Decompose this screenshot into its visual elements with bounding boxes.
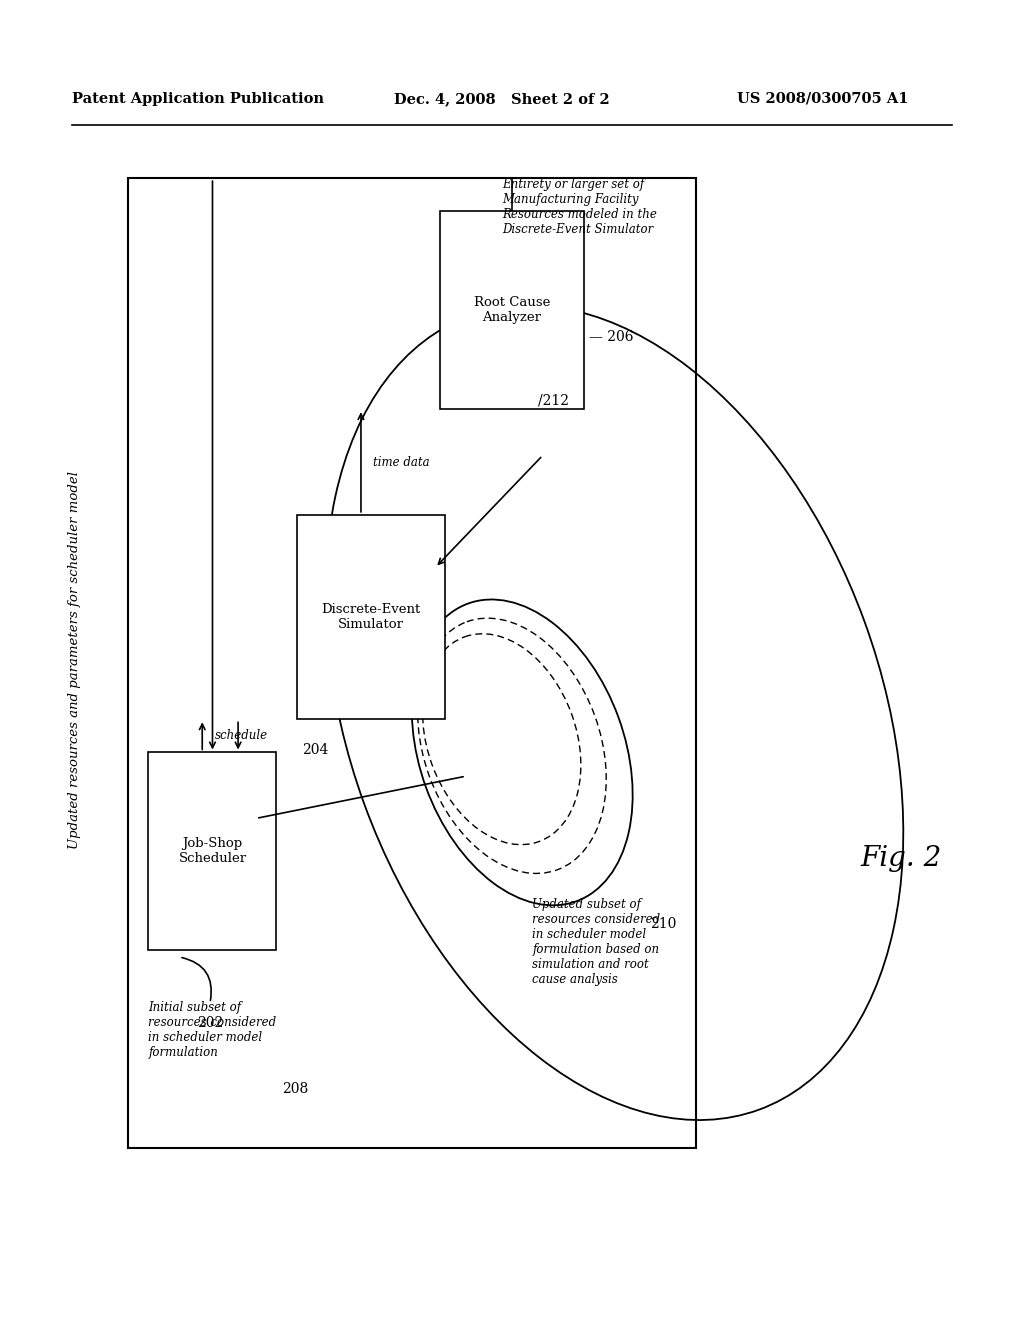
Text: Fig. 2: Fig. 2 (860, 845, 942, 871)
Text: Job-Shop
Scheduler: Job-Shop Scheduler (178, 837, 247, 866)
Text: Patent Application Publication: Patent Application Publication (72, 92, 324, 106)
Text: Updated resources and parameters for scheduler model: Updated resources and parameters for sch… (69, 471, 81, 849)
Text: Discrete-Event
Simulator: Discrete-Event Simulator (322, 603, 421, 631)
Text: Entirety or larger set of
Manufacturing Facility
Resources modeled in the
Discre: Entirety or larger set of Manufacturing … (502, 178, 656, 236)
Bar (440, 211, 584, 409)
Bar (128, 178, 696, 1148)
Text: — 206: — 206 (589, 330, 633, 343)
Text: Updated subset of
resources considered
in scheduler model
formulation based on
s: Updated subset of resources considered i… (532, 898, 660, 986)
Text: 210: 210 (650, 917, 677, 932)
Text: Initial subset of
resources considered
in scheduler model
formulation: Initial subset of resources considered i… (148, 1001, 276, 1059)
Text: 204: 204 (302, 743, 329, 758)
Bar (297, 515, 445, 719)
Text: schedule: schedule (215, 730, 267, 742)
Text: Root Cause
Analyzer: Root Cause Analyzer (474, 296, 550, 325)
Text: US 2008/0300705 A1: US 2008/0300705 A1 (737, 92, 908, 106)
Text: 208: 208 (282, 1082, 308, 1097)
Text: time data: time data (373, 455, 430, 469)
Text: Dec. 4, 2008   Sheet 2 of 2: Dec. 4, 2008 Sheet 2 of 2 (394, 92, 610, 106)
Bar (148, 752, 276, 950)
Text: 202: 202 (197, 1016, 223, 1031)
Text: /212: /212 (538, 393, 568, 408)
